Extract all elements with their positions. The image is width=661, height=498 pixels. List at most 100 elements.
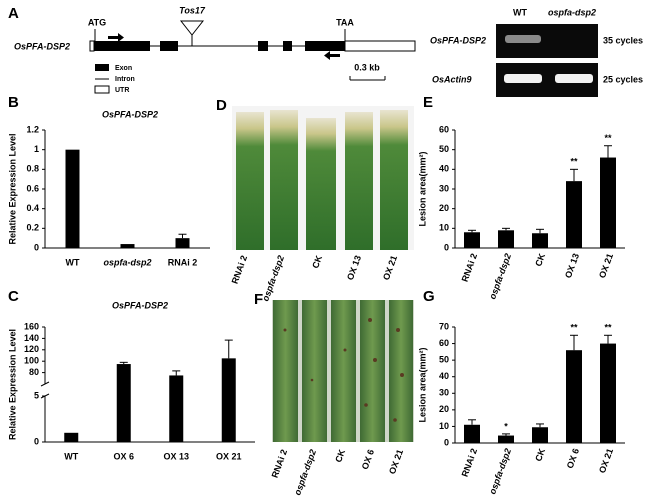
y-tick-label: 0.8 xyxy=(26,164,39,174)
gene-name: OsPFA-DSP2 xyxy=(14,41,70,51)
gel-band xyxy=(505,35,541,43)
y-tick-label: 0 xyxy=(444,437,449,447)
leaf xyxy=(270,110,298,250)
sample-label: OX 6 xyxy=(360,448,376,471)
stop-codon: TAA xyxy=(336,17,354,27)
y-tick-label: 100 xyxy=(24,356,39,366)
x-tick-label: OX 21 xyxy=(597,447,615,474)
y-tick-label: 20 xyxy=(439,404,449,414)
y-tick-label: 80 xyxy=(29,367,39,377)
leaf xyxy=(360,300,385,442)
gel-gene: OsActin9 xyxy=(432,74,472,84)
panel-letter: C xyxy=(8,288,19,305)
sample-label: RNAi 2 xyxy=(230,254,249,285)
lane-label: ospfa-dsp2 xyxy=(548,7,596,17)
x-tick-label: ospfa-dsp2 xyxy=(487,252,513,301)
significance: * xyxy=(504,421,508,431)
sample-label: CK xyxy=(333,448,347,464)
y-tick-label: 20 xyxy=(439,203,449,213)
legend-utr xyxy=(94,85,110,94)
chart-title: OsPFA-DSP2 xyxy=(112,300,168,310)
y-axis-label: Relative Expression Level xyxy=(7,133,17,244)
bar xyxy=(566,350,582,443)
x-tick-label: WT xyxy=(66,257,80,267)
y-tick-label: 140 xyxy=(24,333,39,343)
sample-label: CK xyxy=(310,254,324,270)
bar xyxy=(464,424,480,443)
lane-label: WT xyxy=(513,7,527,17)
y-tick-label: 10 xyxy=(439,421,449,431)
sample-label: ospfa-dsp2 xyxy=(260,254,286,303)
gel-cycles: 35 cycles xyxy=(603,35,643,45)
x-tick-label: WT xyxy=(64,451,78,461)
legend-label: UTR xyxy=(115,87,129,94)
bar xyxy=(532,233,548,248)
scale-label: 0.3 kb xyxy=(354,62,380,72)
panel-letter: D xyxy=(216,97,227,114)
bar xyxy=(532,427,548,443)
x-tick-label: OX 6 xyxy=(113,451,134,461)
y-tick-label: 50 xyxy=(439,355,449,365)
bar xyxy=(566,181,582,248)
y-tick-label: 0.6 xyxy=(26,183,39,193)
x-tick-label: CK xyxy=(533,447,547,463)
utr xyxy=(89,40,95,52)
leaf xyxy=(236,112,264,250)
y-tick-label: 40 xyxy=(439,164,449,174)
bar xyxy=(221,358,236,442)
y-axis-label: Lesion area(mm²) xyxy=(417,347,427,422)
x-tick-label: RNAi 2 xyxy=(460,447,479,478)
significance: ** xyxy=(604,323,612,333)
significance: ** xyxy=(604,133,612,143)
bar xyxy=(600,157,616,248)
significance: ** xyxy=(570,323,578,333)
y-tick-label: 50 xyxy=(439,144,449,154)
leaf xyxy=(302,300,327,442)
axis-break xyxy=(40,381,50,387)
panel-letter: F xyxy=(254,291,263,308)
start-codon: ATG xyxy=(88,17,106,27)
significance: ** xyxy=(570,157,578,167)
gel-band xyxy=(555,74,593,83)
lesion-spots xyxy=(283,318,404,422)
leaf xyxy=(273,300,298,442)
y-tick-label: 70 xyxy=(439,321,449,331)
utr xyxy=(344,40,416,52)
leaf xyxy=(306,118,336,250)
leaf xyxy=(331,300,356,442)
bar xyxy=(64,432,79,442)
exon xyxy=(305,41,345,51)
bar xyxy=(600,343,616,443)
bar xyxy=(175,238,190,248)
sample-label: ospfa-dsp2 xyxy=(292,448,318,497)
panel-letter: B xyxy=(8,94,19,111)
insertion-triangle xyxy=(179,20,205,36)
y-tick-label: 0 xyxy=(34,242,39,252)
bar xyxy=(65,149,80,248)
y-tick-label: 60 xyxy=(439,338,449,348)
panel-letter: E xyxy=(423,94,433,111)
y-tick-label: 60 xyxy=(439,124,449,134)
sample-label: OX 21 xyxy=(381,254,399,281)
bar xyxy=(120,244,135,248)
x-tick-label: ospfa-dsp2 xyxy=(103,257,151,267)
bar xyxy=(498,230,514,248)
gel-gene: OsPFA-DSP2 xyxy=(430,35,486,45)
sample-label: OX 13 xyxy=(345,254,363,281)
exon xyxy=(283,41,292,51)
sample-label: OX 21 xyxy=(387,448,405,475)
y-tick-label: 1.2 xyxy=(26,124,39,134)
x-tick-label: OX 21 xyxy=(216,451,242,461)
y-tick-label: 0 xyxy=(34,436,39,446)
primer-arrow xyxy=(324,51,340,60)
y-tick-label: 1 xyxy=(34,144,39,154)
y-tick-label: 30 xyxy=(439,388,449,398)
bar xyxy=(498,435,514,443)
leaf xyxy=(380,110,408,250)
y-tick-label: 0.4 xyxy=(26,203,39,213)
legend-exon xyxy=(95,64,109,71)
legend-label: Intron xyxy=(115,76,135,83)
x-tick-label: OX 13 xyxy=(563,252,581,279)
y-tick-label: 120 xyxy=(24,344,39,354)
